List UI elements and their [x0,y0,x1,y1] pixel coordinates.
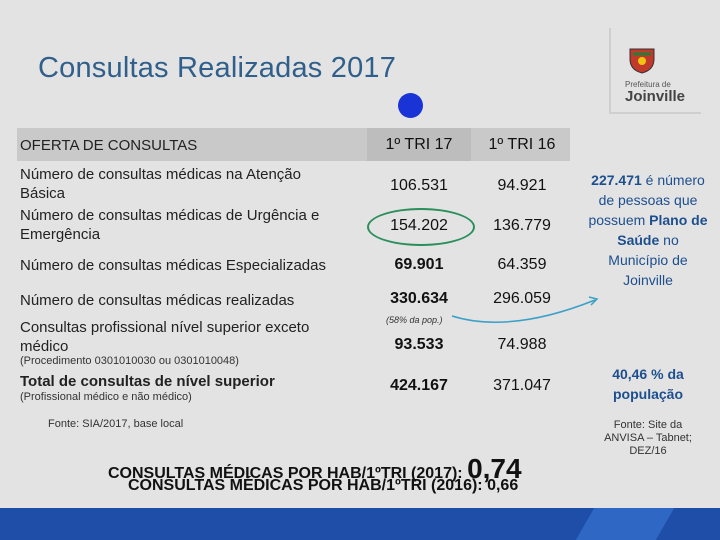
row-2017-atencao-basica: 106.531 [390,177,448,194]
header-oferta: OFERTA DE CONSULTAS [20,137,198,154]
health-plan-callout: 227.471 é número de pessoas que possuem … [586,170,710,290]
header-2016: 1º TRI 16 [488,136,556,153]
row-label-especializadas: Número de consultas médicas Especializad… [20,257,326,274]
row-label-atencao-basica: Número de consultas médicas na Atenção B… [20,166,301,202]
table-header-highlight [367,128,471,161]
health-plan-text-a: é número de pessoas que possuem [588,172,705,228]
summary-2016-value: 0,66 [487,477,519,494]
prefeitura-logo: Prefeitura de Joinville [609,28,701,114]
table-header-row [17,128,570,161]
source-note: Fonte: SIA/2017, base local [48,418,184,430]
row-2016-nivel-superior: 74.988 [497,336,547,353]
row-2017-especializadas: 69.901 [394,256,444,273]
health-plan-text-b: Plano de Saúde [617,212,708,248]
row-2016-atencao-basica: 94.921 [497,177,547,194]
row-label-total: Total de consultas de nível superior [20,373,275,390]
note-population: (58% da pop.) [386,315,443,325]
summary-2016-label: CONSULTAS MÉDICAS POR HAB/1ºTRI (2016): [128,477,483,494]
health-plan-text-c: no Município de Joinville [608,232,688,288]
professional-note: (Profissional médico e não médico) [20,391,192,403]
row-label-realizadas: Número de consultas médicas realizadas [20,292,295,309]
row-2017-realizadas: 330.634 [390,290,448,307]
summary-2017: CONSULTAS MÉDICAS POR HAB/1ºTRI (2017): … [108,453,522,485]
population-percent: 40,46 % da população [612,366,684,402]
blue-dot [398,93,423,118]
procedure-note: (Procedimento 0301010030 ou 0301010048) [20,355,239,367]
footer-accent [575,508,675,540]
header-2017: 1º TRI 17 [385,136,453,153]
row-2017-total: 424.167 [390,377,448,394]
row-2017-nivel-superior: 93.533 [394,336,444,353]
page-title: Consultas Realizadas 2017 [38,52,397,84]
footer-bar [0,508,720,540]
row-2016-especializadas: 64.359 [497,256,547,273]
logo-frame [609,28,701,114]
highlight-ellipse [367,208,475,246]
row-2016-realizadas: 296.059 [493,290,551,307]
anvisa-source: Fonte: Site da ANVISA – Tabnet; DEZ/16 [604,419,692,457]
health-plan-value: 227.471 [591,172,642,188]
summary-2017-label: CONSULTAS MÉDICAS POR HAB/1ºTRI (2017): [108,465,463,482]
row-2016-urgencia: 136.779 [493,217,551,234]
row-label-urgencia: Número de consultas médicas de Urgência … [20,207,320,243]
row-label-nivel-superior: Consultas profissional nível superior ex… [20,319,310,355]
summary-2017-value: 0,74 [467,453,522,484]
summary-2016: CONSULTAS MÉDICAS POR HAB/1ºTRI (2016): … [128,477,518,495]
row-2016-total: 371.047 [493,377,551,394]
logo-city: Joinville [625,88,686,105]
logo-subtitle: Prefeitura de [625,80,671,89]
coat-of-arms-icon [629,48,655,74]
